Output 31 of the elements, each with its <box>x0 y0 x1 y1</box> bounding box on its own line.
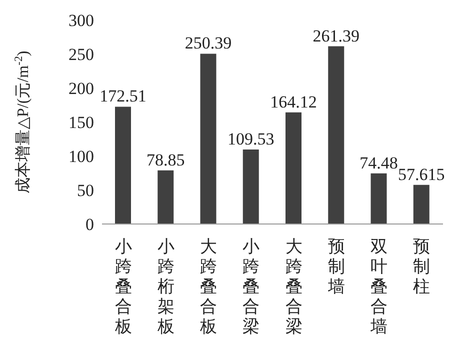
data-label: 78.85 <box>146 150 185 170</box>
data-label: 57.615 <box>398 164 445 184</box>
x-tick-label: 预制柱 <box>413 237 430 296</box>
data-label: 261.39 <box>312 26 360 46</box>
bar <box>200 54 216 224</box>
data-label: 74.48 <box>360 153 398 172</box>
x-tick-label: 小跨桁架板 <box>156 237 174 336</box>
y-tick-label: 100 <box>68 147 94 166</box>
y-tick-label: 150 <box>68 113 94 132</box>
bar <box>158 170 174 224</box>
x-tick-label: 小跨叠合板 <box>114 237 132 336</box>
x-tick-label: 大跨叠合梁 <box>285 237 302 336</box>
y-tick-label: 250 <box>68 45 94 64</box>
bar <box>370 173 387 224</box>
x-tick-label: 大跨叠合板 <box>199 237 218 336</box>
data-label: 250.39 <box>184 34 232 53</box>
y-tick-label: 50 <box>77 181 94 200</box>
bar <box>328 46 344 224</box>
x-tick-label: 双叶叠合墙 <box>370 237 388 336</box>
y-tick-label: 200 <box>68 79 94 98</box>
x-tick-label: 小跨叠合梁 <box>242 237 260 336</box>
bar <box>286 112 302 224</box>
data-label: 172.51 <box>100 86 146 106</box>
data-label: 109.53 <box>228 130 274 149</box>
bar <box>115 106 131 224</box>
data-label: 164.12 <box>270 92 317 112</box>
bar <box>242 150 259 224</box>
y-tick-label: 0 <box>86 215 94 234</box>
x-tick-label: 预制墙 <box>326 237 345 296</box>
y-tick-label: 300 <box>68 11 94 30</box>
bar <box>413 184 430 224</box>
